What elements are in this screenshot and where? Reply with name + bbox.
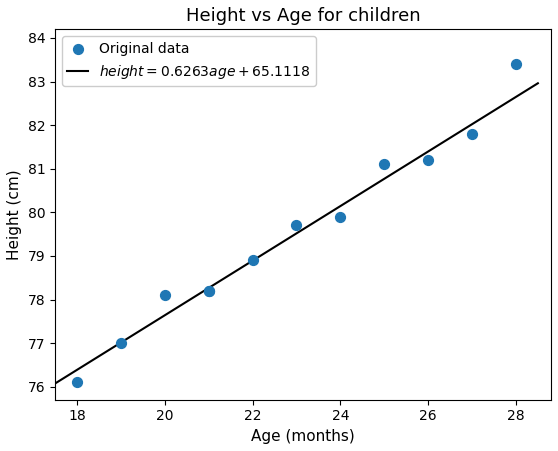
Original data (380, 161, 389, 168)
Original data (73, 379, 81, 386)
Original data (292, 222, 301, 229)
X-axis label: Age (months): Age (months) (251, 429, 355, 444)
Y-axis label: Height (cm): Height (cm) (7, 169, 22, 260)
$\mathit{height} = 0.6263\mathit{age} + 65.1118$ (338, 203, 344, 208)
$\mathit{height} = 0.6263\mathit{age} + 65.1118$ (459, 128, 465, 133)
Original data (204, 287, 213, 295)
Title: Height vs Age for children: Height vs Age for children (186, 7, 420, 25)
Original data (512, 60, 521, 68)
$\mathit{height} = 0.6263\mathit{age} + 65.1118$ (489, 109, 496, 114)
$\mathit{height} = 0.6263\mathit{age} + 65.1118$ (52, 381, 59, 386)
Legend: Original data, $\mathit{height} = 0.6263\mathit{age} + 65.1118$: Original data, $\mathit{height} = 0.6263… (62, 36, 316, 86)
$\mathit{height} = 0.6263\mathit{age} + 65.1118$ (347, 197, 354, 202)
Original data (424, 156, 432, 164)
Original data (160, 291, 169, 299)
$\mathit{height} = 0.6263\mathit{age} + 65.1118$ (535, 81, 541, 86)
$\mathit{height} = 0.6263\mathit{age} + 65.1118$ (339, 202, 346, 207)
Original data (248, 257, 257, 264)
$\mathit{height} = 0.6263\mathit{age} + 65.1118$ (53, 380, 60, 385)
Original data (117, 340, 126, 347)
Line: $\mathit{height} = 0.6263\mathit{age} + 65.1118$: $\mathit{height} = 0.6263\mathit{age} + … (55, 83, 538, 383)
Original data (468, 130, 477, 138)
Original data (336, 213, 345, 221)
Original data (204, 287, 213, 295)
